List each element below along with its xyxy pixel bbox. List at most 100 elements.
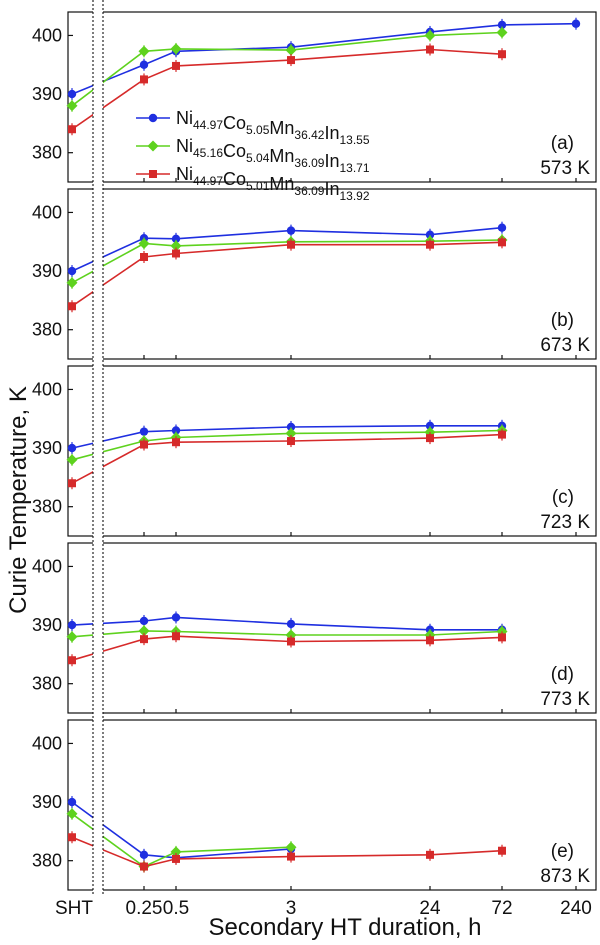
y-tick-label: 400: [32, 733, 62, 753]
data-point-square: [140, 635, 148, 644]
series-line-0: [71, 616, 502, 631]
data-point-diamond: [170, 846, 182, 858]
data-point-diamond: [66, 277, 78, 289]
data-point-circle: [139, 427, 149, 436]
legend-marker-circle: [148, 113, 158, 123]
x-axis-label: Secondary HT duration, h: [208, 914, 481, 941]
data-point-square: [287, 852, 295, 861]
x-tick-label: 3: [286, 898, 297, 919]
data-point-square: [287, 637, 295, 646]
data-point-square: [426, 45, 434, 54]
data-point-square: [498, 50, 506, 59]
data-point-square: [140, 75, 148, 84]
data-point-square: [68, 479, 76, 488]
y-tick-label: 400: [32, 202, 62, 222]
series-line-2: [71, 241, 503, 307]
panels-group: 380 390 400 (a) 573 K 380 390 400 (b) 673 K 380 390…: [32, 0, 597, 898]
data-point-circle: [139, 60, 149, 69]
data-point-square: [172, 249, 180, 258]
axis-break-gap: [93, 181, 103, 367]
data-point-diamond: [285, 427, 297, 439]
data-point-diamond: [138, 625, 150, 637]
data-point-square: [426, 636, 434, 645]
data-point-diamond: [138, 238, 150, 250]
series-line-2: [71, 48, 503, 130]
x-tick-label: 0.25: [126, 898, 163, 919]
panel-frame: [67, 719, 597, 891]
data-point-diamond: [66, 100, 78, 112]
series-line-2: [71, 836, 503, 868]
data-point-square: [426, 434, 434, 443]
data-point-square: [287, 56, 295, 65]
data-point-circle: [171, 426, 181, 435]
data-point-circle: [67, 266, 77, 276]
y-tick-label: 400: [32, 556, 62, 576]
data-point-circle: [286, 422, 296, 432]
y-tick-label: 380: [32, 674, 62, 694]
panel-b: 380 390 400 (b) 673 K: [32, 181, 597, 367]
data-point-diamond: [66, 631, 78, 643]
panel-frame: [67, 11, 597, 183]
data-point-square: [172, 854, 180, 863]
y-tick-label: 400: [32, 25, 62, 45]
panel-temperature-label: 673 K: [540, 335, 590, 356]
panel-c: 380 390 400 (c) 723 K: [32, 358, 597, 544]
y-tick-label: 390: [32, 261, 62, 281]
data-point-square: [426, 850, 434, 859]
series-line-0: [71, 226, 503, 272]
data-point-diamond: [285, 841, 297, 853]
data-point-square: [68, 125, 76, 134]
data-point-square: [498, 238, 506, 247]
data-point-diamond: [424, 29, 436, 41]
data-point-square: [140, 440, 148, 449]
x-tick-label: 72: [491, 898, 512, 919]
panel-id-label: (b): [551, 310, 574, 331]
data-point-circle: [286, 226, 296, 235]
x-tick-label: 24: [419, 898, 441, 919]
y-tick-label: 400: [32, 379, 62, 399]
y-tick-label: 380: [32, 851, 62, 871]
data-point-diamond: [66, 808, 78, 820]
y-tick-label: 380: [32, 320, 62, 340]
data-point-diamond: [496, 27, 508, 39]
axis-break-gap: [93, 4, 103, 190]
legend-label: Ni44.97Co5.05Mn36.42In13.55: [176, 108, 370, 147]
data-point-square: [287, 240, 295, 249]
data-point-circle: [425, 421, 435, 430]
data-point-diamond: [170, 43, 182, 55]
data-point-circle: [139, 616, 149, 626]
series-line-2: [71, 635, 503, 661]
y-tick-label: 390: [32, 438, 62, 458]
axis-break-gap: [93, 358, 103, 544]
panel-id-label: (a): [551, 133, 574, 154]
panel-temperature-label: 573 K: [540, 158, 590, 179]
panel-id-label: (e): [551, 841, 574, 862]
data-point-square: [498, 430, 506, 439]
data-point-square: [68, 656, 76, 665]
panel-temperature-label: 723 K: [540, 512, 590, 533]
series-line-0: [71, 801, 292, 859]
data-point-circle: [425, 230, 435, 239]
data-point-circle: [67, 89, 77, 99]
panel-e: 380 390 400 (e) 873 K: [32, 712, 597, 898]
y-axis-label: Curie Temperature, K: [5, 386, 32, 614]
panel-temperature-label: 873 K: [540, 866, 590, 887]
data-point-square: [172, 438, 180, 447]
legend-marker-diamond: [147, 140, 159, 152]
series-line-1: [71, 31, 503, 107]
panel-frame: [67, 188, 597, 360]
y-tick-label: 390: [32, 84, 62, 104]
data-point-square: [140, 253, 148, 261]
legend-marker-square: [149, 170, 157, 178]
data-point-diamond: [285, 44, 297, 56]
data-point-square: [140, 862, 148, 871]
axis-break-gap: [93, 712, 103, 898]
data-point-diamond: [170, 240, 182, 252]
data-point-square: [68, 833, 76, 842]
legend-label: Ni44.97Co5.01Mn36.09In13.92: [176, 164, 370, 203]
x-tick-label: 240: [560, 898, 592, 919]
panel-id-label: (c): [552, 487, 574, 508]
series-line-0: [71, 425, 502, 449]
y-tick-label: 380: [32, 497, 62, 517]
